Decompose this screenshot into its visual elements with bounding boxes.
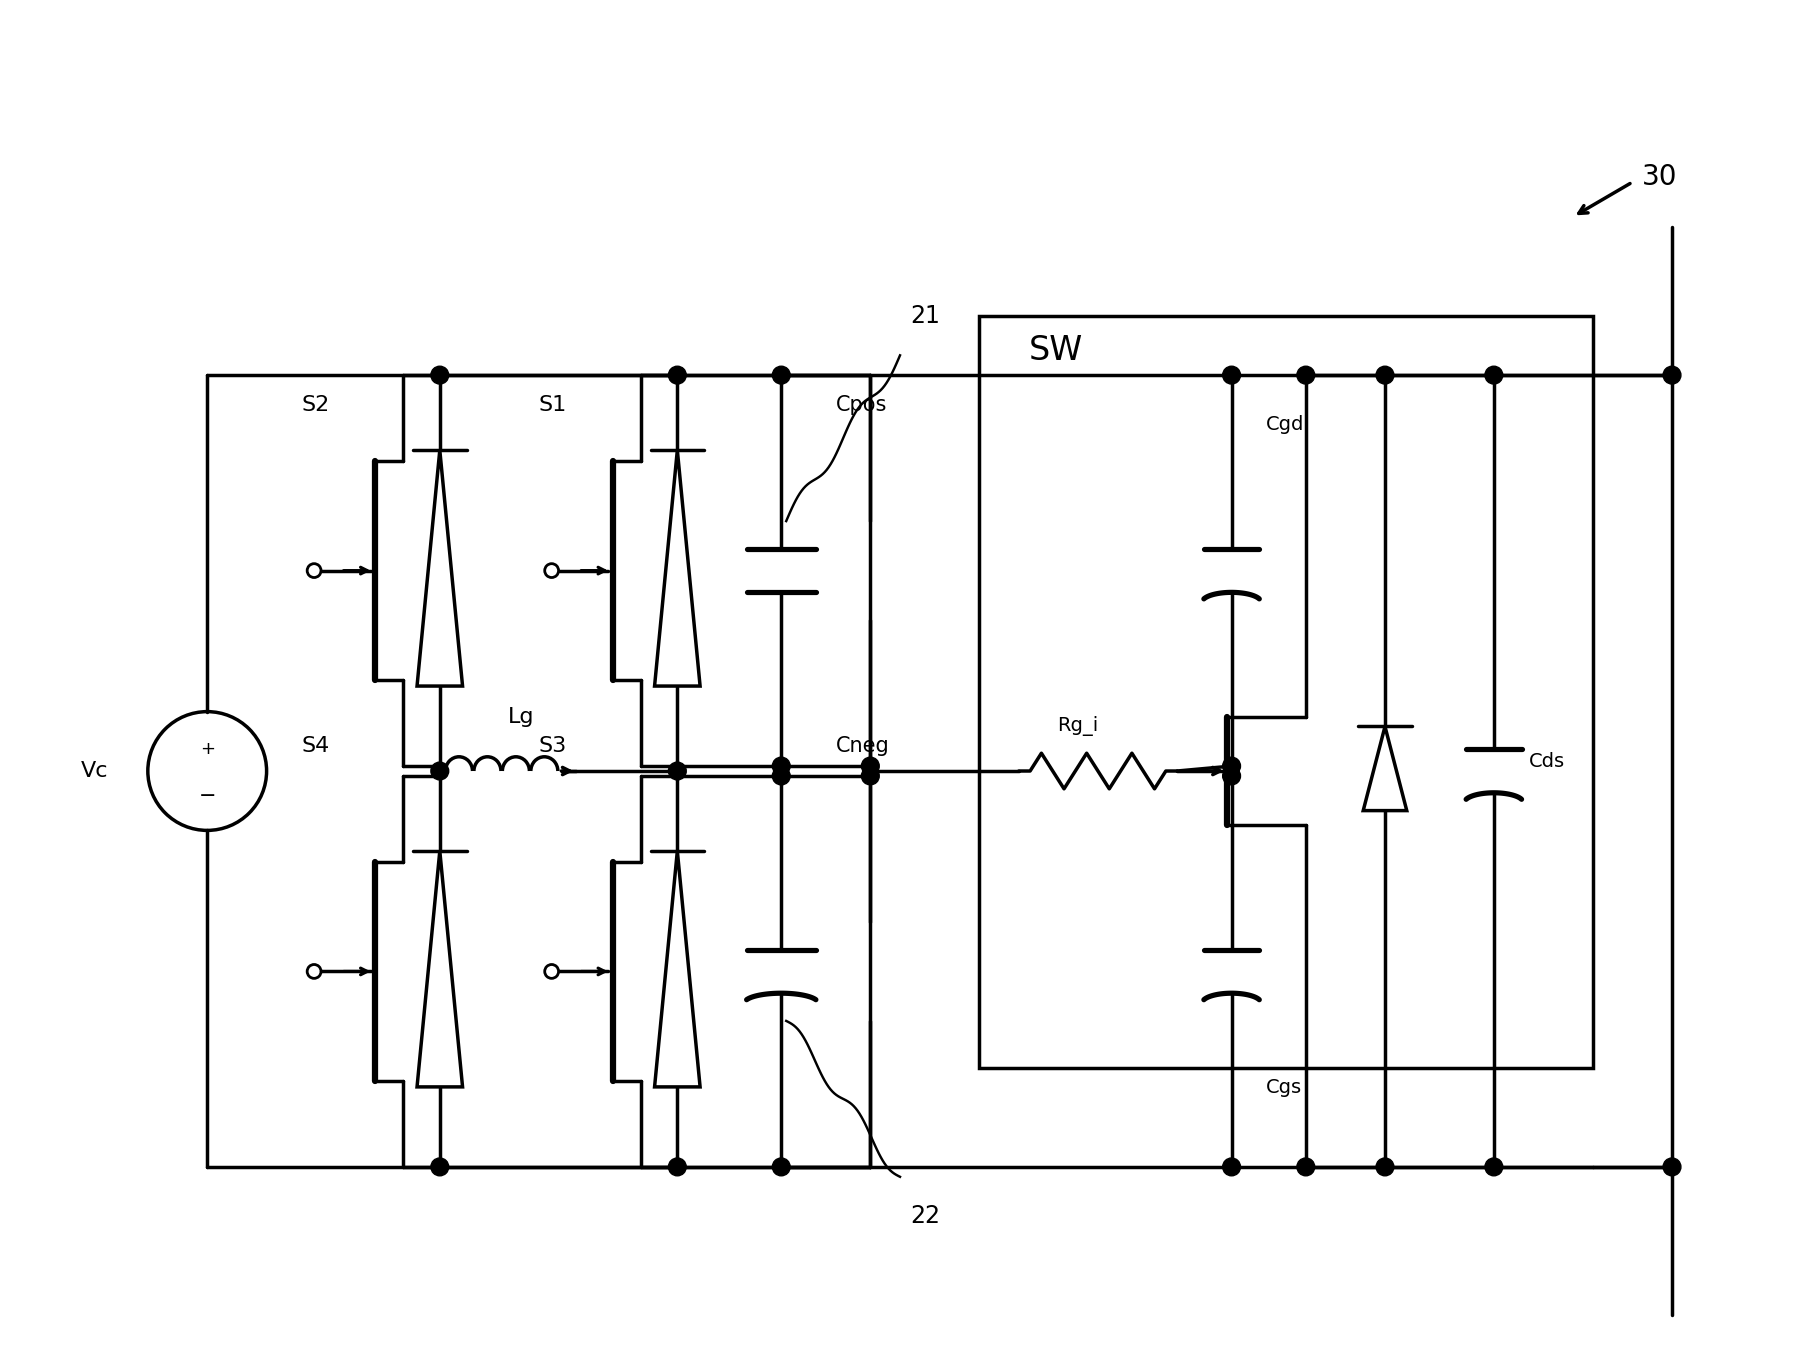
Text: Cgd: Cgd xyxy=(1266,415,1304,434)
Text: Vc: Vc xyxy=(81,761,108,781)
Circle shape xyxy=(772,1159,790,1176)
Circle shape xyxy=(862,767,879,786)
Circle shape xyxy=(862,757,879,775)
Circle shape xyxy=(1485,1159,1503,1176)
Text: +: + xyxy=(200,741,215,758)
Text: Rg_i: Rg_i xyxy=(1057,717,1099,737)
Text: Cgs: Cgs xyxy=(1266,1079,1302,1098)
Circle shape xyxy=(1485,366,1503,384)
Text: 30: 30 xyxy=(1642,164,1678,191)
Polygon shape xyxy=(417,850,462,1087)
Circle shape xyxy=(669,1159,686,1176)
Text: S3: S3 xyxy=(539,737,566,756)
Circle shape xyxy=(1223,1159,1241,1176)
Circle shape xyxy=(772,757,790,775)
Polygon shape xyxy=(655,850,700,1087)
Circle shape xyxy=(1223,757,1241,775)
Circle shape xyxy=(1223,767,1241,786)
Circle shape xyxy=(772,366,790,384)
Text: S1: S1 xyxy=(539,395,566,415)
Circle shape xyxy=(1297,366,1315,384)
Circle shape xyxy=(772,767,790,786)
Circle shape xyxy=(1223,366,1241,384)
Text: Cneg: Cneg xyxy=(835,737,889,756)
Circle shape xyxy=(1663,1159,1681,1176)
Circle shape xyxy=(669,763,686,780)
Bar xyxy=(980,316,1593,1068)
Circle shape xyxy=(431,366,449,384)
Text: S2: S2 xyxy=(301,395,330,415)
Polygon shape xyxy=(417,450,462,685)
Circle shape xyxy=(431,763,449,780)
Circle shape xyxy=(1376,366,1394,384)
Text: SW: SW xyxy=(1028,334,1082,366)
Circle shape xyxy=(1663,366,1681,384)
Circle shape xyxy=(1297,1159,1315,1176)
Text: Cds: Cds xyxy=(1528,752,1564,771)
Text: S4: S4 xyxy=(301,737,330,756)
Text: −: − xyxy=(198,786,216,806)
Text: 22: 22 xyxy=(909,1205,940,1229)
Circle shape xyxy=(669,366,686,384)
Text: Lg: Lg xyxy=(509,707,534,726)
Text: Cpos: Cpos xyxy=(835,395,888,415)
Polygon shape xyxy=(1364,726,1407,811)
Polygon shape xyxy=(655,450,700,685)
Circle shape xyxy=(431,1159,449,1176)
Circle shape xyxy=(1376,1159,1394,1176)
Text: 21: 21 xyxy=(909,304,940,327)
